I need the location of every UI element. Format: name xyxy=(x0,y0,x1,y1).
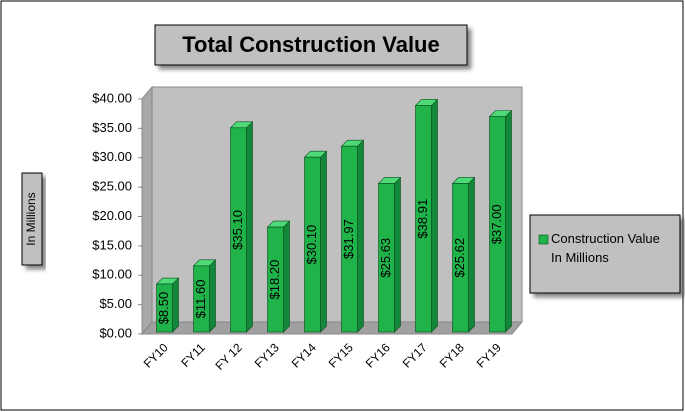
bar-front xyxy=(341,145,358,333)
bar-front xyxy=(489,116,506,333)
y-tick-label: $25.00 xyxy=(92,179,132,194)
bar-side xyxy=(172,277,179,333)
bar-side xyxy=(394,176,401,333)
legend-line: In Millions xyxy=(551,250,609,265)
data-label: $11.60 xyxy=(193,280,208,319)
legend-line: Construction Value xyxy=(551,231,660,246)
bar xyxy=(340,139,365,333)
bar xyxy=(229,121,254,333)
bar-side xyxy=(357,139,364,333)
bar-front xyxy=(156,283,173,333)
bar-front xyxy=(193,265,210,333)
bar xyxy=(488,109,513,333)
y-tick-label: $0.00 xyxy=(99,325,132,340)
y-tick-label: $5.00 xyxy=(99,296,132,311)
data-label: $8.50 xyxy=(156,292,171,325)
y-tick-label: $30.00 xyxy=(92,149,132,164)
bar xyxy=(414,98,439,333)
y-tick-label: $40.00 xyxy=(92,90,132,105)
bar-front xyxy=(415,105,432,333)
y-tick-label: $10.00 xyxy=(92,267,132,282)
bar-side xyxy=(209,259,216,333)
bar xyxy=(303,150,328,333)
data-label: $30.10 xyxy=(304,225,319,265)
data-label: $18.20 xyxy=(267,260,282,300)
data-label: $31.97 xyxy=(341,219,356,259)
data-label: $38.91 xyxy=(415,199,430,239)
bar xyxy=(155,277,180,333)
legend-box xyxy=(529,214,681,294)
bar-front xyxy=(304,156,321,333)
side-wall xyxy=(141,85,153,336)
title-box xyxy=(154,24,468,66)
y-label-box xyxy=(21,172,43,266)
bar-front xyxy=(267,226,284,333)
bar-side xyxy=(431,98,438,333)
bar-side xyxy=(505,109,512,333)
y-tick-label: $20.00 xyxy=(92,208,132,223)
data-label: $35.10 xyxy=(230,210,245,250)
bar-side xyxy=(468,176,475,333)
bar-side xyxy=(320,150,327,333)
y-axis-label: In Millions xyxy=(24,192,38,245)
bar-front xyxy=(452,183,469,333)
bar xyxy=(266,220,291,333)
data-label: $25.63 xyxy=(378,238,393,278)
bar-side xyxy=(283,220,290,333)
legend-swatch xyxy=(538,234,549,245)
chart-title: Total Construction Value xyxy=(182,32,440,57)
data-label: $25.62 xyxy=(452,238,467,278)
y-tick-label: $15.00 xyxy=(92,237,132,252)
data-label: $37.00 xyxy=(489,204,504,244)
bar xyxy=(377,176,402,333)
legend-label: Construction Value In Millions xyxy=(551,231,660,265)
bar-front xyxy=(230,127,247,333)
bar-side xyxy=(246,121,253,333)
bar-front xyxy=(378,183,395,333)
bar xyxy=(192,259,217,333)
bar xyxy=(451,176,476,333)
y-tick-label: $35.00 xyxy=(92,120,132,135)
